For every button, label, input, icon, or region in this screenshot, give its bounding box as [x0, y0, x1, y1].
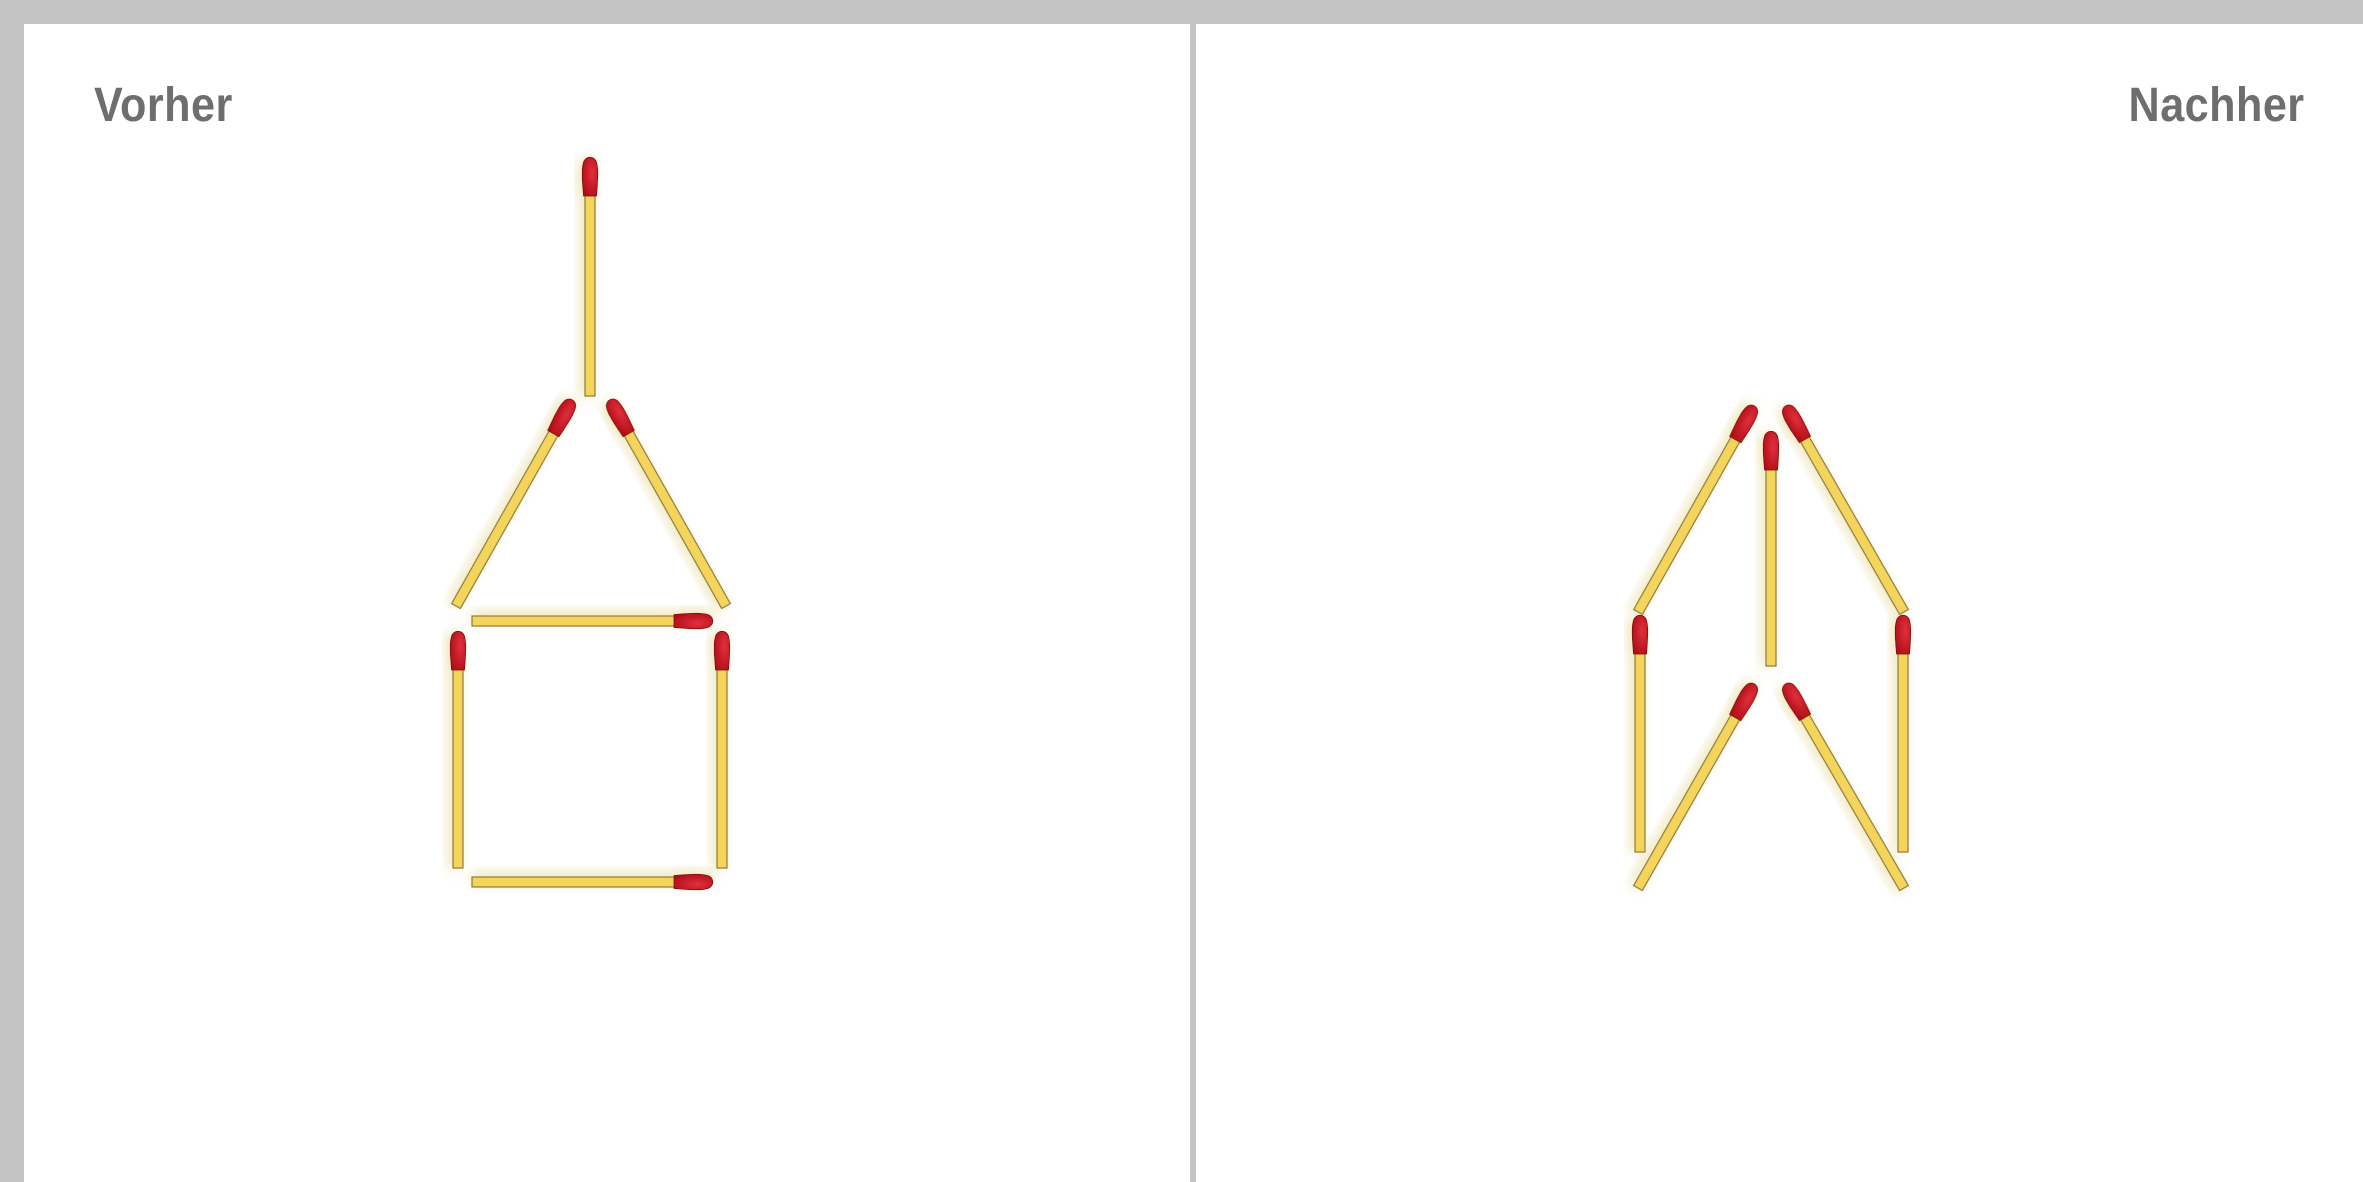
after-label: Nachher	[2128, 79, 2305, 132]
match-head	[1781, 404, 1812, 444]
match-head	[581, 156, 599, 197]
match-head	[449, 630, 467, 671]
before-label: Vorher	[94, 79, 233, 132]
match-head	[673, 612, 714, 630]
match-head	[1781, 682, 1812, 722]
match-stick	[1765, 445, 1777, 667]
match-stick	[1634, 629, 1646, 853]
match-stick	[1632, 693, 1753, 892]
match-stick	[1897, 629, 1909, 853]
match-stick	[584, 171, 596, 397]
match-stick	[1787, 415, 1910, 616]
before-panel: Vorher	[24, 24, 1190, 1182]
after-panel: Nachher	[1196, 24, 2363, 1182]
match-head	[713, 630, 731, 671]
before-match-7[interactable]	[471, 873, 714, 891]
match-head	[1894, 614, 1912, 655]
after-match-5[interactable]	[1894, 614, 1912, 853]
match-stick	[452, 645, 464, 869]
before-match-2[interactable]	[449, 396, 579, 610]
match-head	[673, 873, 714, 891]
before-match-6[interactable]	[713, 630, 731, 869]
before-match-4[interactable]	[471, 612, 714, 630]
match-stick	[1632, 415, 1753, 616]
match-head	[1762, 430, 1780, 471]
after-match-7[interactable]	[1779, 680, 1911, 892]
match-head	[605, 398, 635, 438]
before-match-1[interactable]	[581, 156, 599, 397]
before-match-3[interactable]	[603, 396, 733, 610]
match-head	[1631, 614, 1649, 655]
match-head	[1729, 404, 1759, 444]
after-match-1[interactable]	[1631, 402, 1761, 616]
match-stick	[450, 409, 571, 610]
match-head	[547, 398, 577, 438]
after-match-6[interactable]	[1631, 680, 1761, 892]
after-matches	[1631, 402, 1912, 892]
match-head	[1728, 682, 1759, 722]
match-stick	[611, 409, 732, 610]
after-match-3[interactable]	[1762, 430, 1780, 667]
match-stick	[471, 876, 699, 888]
match-stick	[1787, 693, 1910, 892]
after-match-2[interactable]	[1779, 402, 1911, 616]
after-match-4[interactable]	[1631, 614, 1649, 853]
before-matches	[449, 156, 733, 891]
match-stick	[471, 615, 699, 627]
before-match-5[interactable]	[449, 630, 467, 869]
match-stick	[716, 645, 728, 869]
